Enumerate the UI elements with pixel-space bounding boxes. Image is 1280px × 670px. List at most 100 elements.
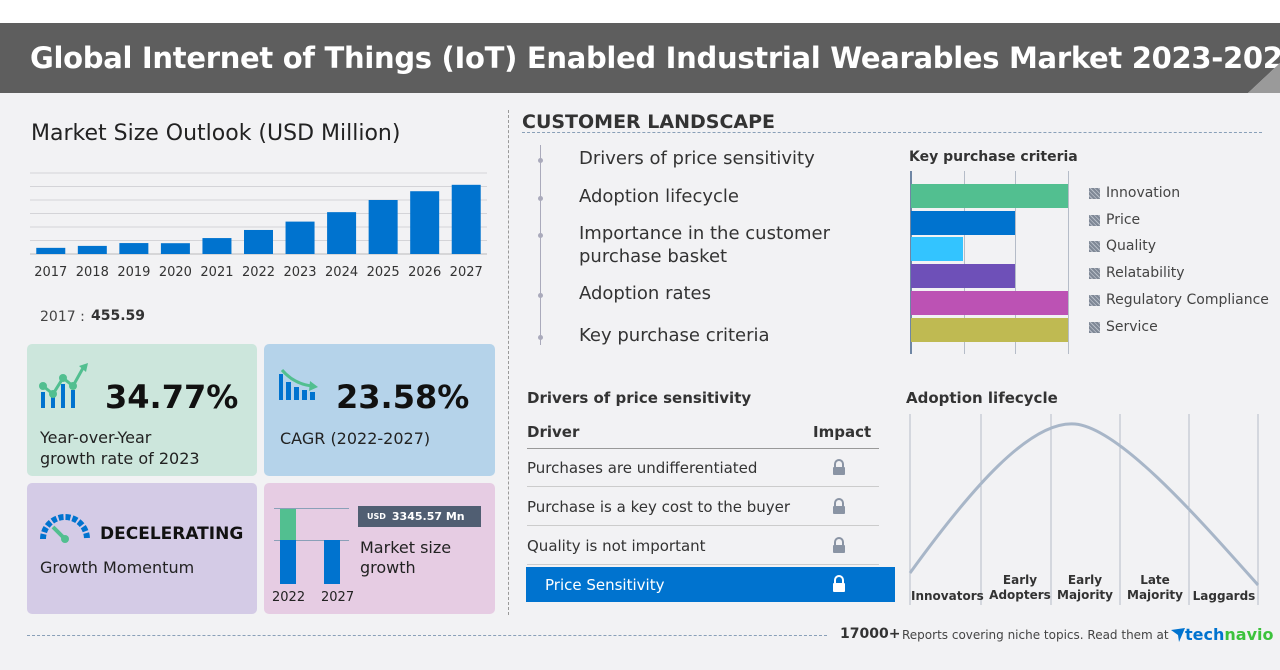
legend-swatch-icon (1089, 267, 1100, 279)
kpc-bar-quality (911, 237, 963, 261)
growth-year-start: 2022 (272, 590, 306, 605)
impact-col-header: Impact (813, 423, 872, 441)
kpc-bar-relatability (911, 264, 1016, 288)
landscape-timeline (540, 145, 541, 345)
kpc-bar-innovation (911, 184, 1068, 208)
top-strip (0, 0, 1280, 23)
growth-mid-line (274, 540, 349, 541)
driver-row: Quality is not important (527, 527, 879, 565)
kpc-label: Regulatory Compliance (1106, 292, 1269, 308)
growth-label-2: growth (360, 558, 416, 577)
landscape-item: Adoption lifecycle (579, 186, 739, 207)
adoption-stage-early-adopters: Early Adopters (985, 573, 1055, 603)
footer-line (27, 635, 827, 636)
growth-card: 2022 2027 USD 3345.57 Mn Market size gro… (264, 483, 495, 614)
bar-2023 (285, 221, 315, 254)
lock-icon (833, 575, 845, 592)
x-tick-label: 2019 (117, 265, 150, 280)
driver-label: Purchases are undifferentiated (527, 458, 758, 477)
base-year-value: 455.59 (91, 308, 146, 324)
kpc-gridline (910, 171, 912, 354)
bar-2018 (77, 245, 107, 254)
lock-icon (833, 459, 845, 475)
cagr-card: 23.58% CAGR (2022-2027) (264, 344, 495, 476)
bar-2025 (368, 200, 398, 254)
declining-chart-icon (279, 369, 318, 400)
driver-col-header: Driver (527, 423, 580, 441)
growth-label-1: Market size (360, 538, 452, 557)
driver-label: Quality is not important (527, 536, 706, 555)
x-tick-label: 2020 (159, 265, 192, 280)
kpc-legend-item: Relatability (1089, 265, 1185, 281)
adoption-curve-chart (908, 414, 1260, 605)
drivers-heading: Drivers of price sensitivity (527, 389, 752, 407)
growth-2022-bar (280, 540, 296, 584)
stage-label: Early (1002, 573, 1038, 587)
lock-icon (833, 537, 845, 553)
market-outlook-heading: Market Size Outlook (USD Million) (31, 121, 401, 146)
growth-chart-icon (39, 363, 88, 408)
momentum-card: DECELERATING Growth Momentum (27, 483, 257, 614)
growth-2027-bar (324, 540, 340, 584)
logo-part2: navio (1224, 625, 1274, 644)
timeline-dot (538, 293, 543, 298)
growth-currency: USD (367, 512, 386, 521)
kpc-bar-service (911, 318, 1068, 342)
landscape-item: Key purchase criteria (579, 325, 770, 346)
technavio-logo[interactable]: tech navio (1171, 625, 1273, 644)
bar-2027 (451, 184, 481, 254)
logo-part1: tech (1185, 625, 1225, 644)
kpc-label: Innovation (1106, 185, 1181, 201)
kpc-label: Relatability (1106, 265, 1185, 281)
adoption-curve (908, 422, 1260, 586)
timeline-dot (538, 335, 543, 340)
kpc-label: Quality (1106, 238, 1157, 254)
drivers-header-row: Driver Impact (527, 416, 879, 449)
adoption-stage-early-majority: Early Majority (1050, 573, 1120, 603)
yoy-value: 34.77% (105, 378, 239, 416)
bar-2022 (244, 229, 273, 254)
bar-2020 (160, 243, 190, 254)
bar-2017 (36, 247, 66, 254)
adoption-heading: Adoption lifecycle (906, 389, 1058, 407)
stage-label: Late (1140, 573, 1170, 587)
x-tick-label: 2023 (283, 265, 316, 280)
growth-increment-bar (280, 509, 296, 540)
legend-swatch-icon (1089, 294, 1100, 306)
bar-2024 (327, 212, 357, 254)
driver-row: Purchases are undifferentiated (527, 449, 879, 487)
customer-landscape-heading: CUSTOMER LANDSCAPE (522, 111, 776, 133)
price-sensitivity-row: Price Sensitivity (526, 567, 895, 602)
base-year-label: 2017 : (40, 309, 85, 325)
vertical-divider (508, 110, 509, 615)
x-tick-label: 2017 (34, 265, 67, 280)
cagr-value: 23.58% (336, 378, 470, 416)
kpc-heading: Key purchase criteria (909, 149, 1078, 165)
stage-label: Laggards (1192, 589, 1256, 603)
legend-swatch-icon (1089, 240, 1100, 252)
kpc-label: Price (1106, 212, 1141, 228)
yoy-card: 34.77% Year-over-Year growth rate of 202… (27, 344, 257, 476)
x-tick-label: 2024 (325, 265, 358, 280)
kpc-bar-regulatory-compliance (911, 291, 1068, 315)
kpc-legend-item: Price (1089, 212, 1140, 228)
heading-underline (522, 132, 1262, 133)
growth-year-end: 2027 (321, 590, 355, 605)
title-bar: Global Internet of Things (IoT) Enabled … (0, 23, 1280, 93)
kpc-legend-item: Quality (1089, 238, 1156, 254)
bar-2026 (410, 191, 440, 254)
adoption-stage-innovators: Innovators (911, 589, 984, 604)
adoption-stage-late-majority: Late Majority (1120, 573, 1190, 603)
growth-value: 3345.57 Mn (391, 510, 465, 523)
timeline-dot (538, 158, 543, 163)
growth-top-line (274, 508, 349, 509)
timeline-dot (538, 196, 543, 201)
x-tick-label: 2025 (367, 265, 400, 280)
stage-label: Early (1067, 573, 1103, 587)
x-tick-label: 2022 (242, 265, 275, 280)
legend-swatch-icon (1089, 187, 1100, 199)
speedometer-icon (40, 514, 90, 543)
growth-value-badge: USD 3345.57 Mn (358, 506, 481, 527)
timeline-dot (538, 233, 543, 238)
legend-swatch-icon (1089, 214, 1100, 226)
